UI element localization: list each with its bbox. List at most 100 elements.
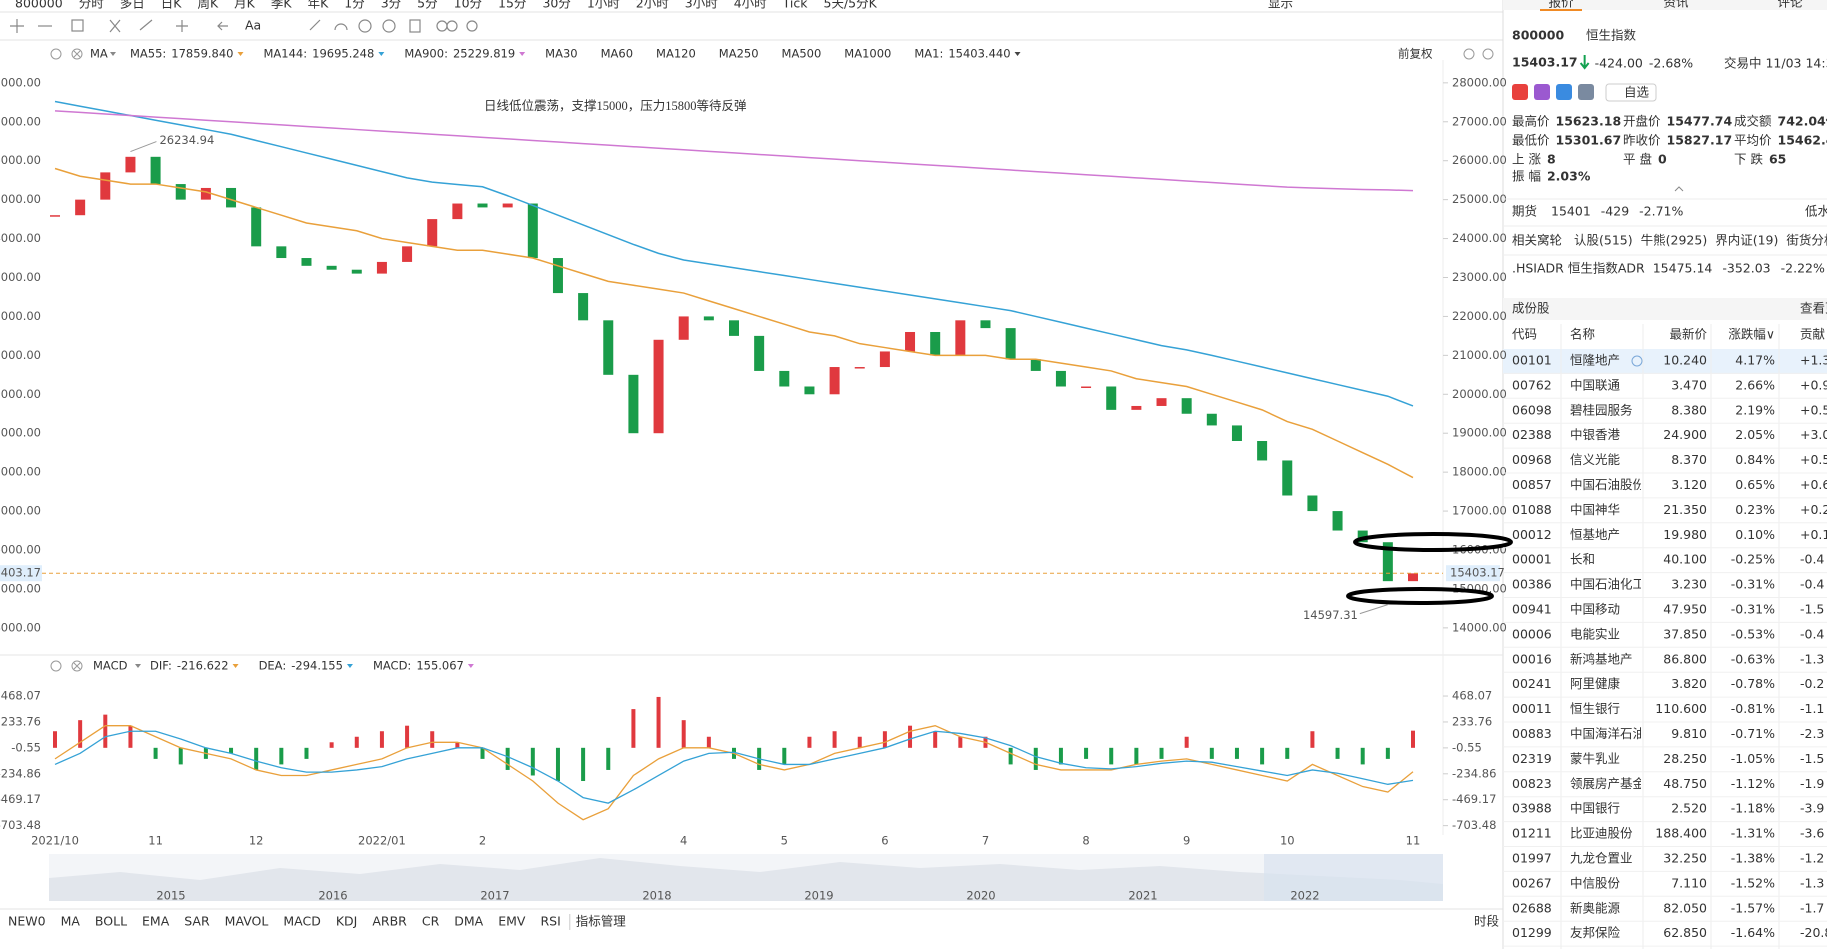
legend-name: MA900:	[404, 47, 448, 61]
candle	[729, 320, 739, 336]
x-tick-label: 5	[781, 834, 788, 848]
macd-bar	[1285, 747, 1290, 759]
toolbar-tab[interactable]: 1小时	[587, 0, 620, 11]
toolbar-tab[interactable]: 15分	[498, 0, 526, 11]
adjust-toggle[interactable]: 前复权	[1398, 47, 1433, 61]
macd-bar	[279, 747, 284, 765]
candle	[150, 156, 161, 185]
panel-tab[interactable]: 资讯	[1663, 0, 1689, 10]
x-tick-label: 2	[479, 834, 486, 848]
x-tick-label: 11	[1406, 834, 1421, 848]
collapse-caret	[1674, 186, 1684, 192]
legend-caret	[467, 664, 474, 668]
toolbar-tab[interactable]: 年K	[308, 0, 330, 11]
overview-year: 2020	[966, 889, 995, 903]
panel-tab[interactable]: 评论	[1777, 0, 1803, 10]
indicator-tab[interactable]: 指标管理	[576, 914, 627, 929]
indicator-tab[interactable]: MA	[61, 914, 81, 929]
table-cell: 3.820	[1671, 676, 1707, 691]
table-cell: -1.38%	[1731, 851, 1775, 866]
candle	[930, 331, 941, 356]
toolbar-tab[interactable]: 分时	[79, 0, 105, 11]
toolbar-tab[interactable]: 季K	[271, 0, 293, 11]
indicator-tab[interactable]: EMV	[498, 914, 526, 929]
toolbar-tab[interactable]: 4小时	[734, 0, 767, 11]
toolbar-tab[interactable]: 日K	[161, 0, 183, 11]
indicator-tab[interactable]: NEW0	[8, 914, 46, 929]
table-cell: 00011	[1512, 701, 1552, 716]
indicator-tab[interactable]: BOLL	[95, 914, 127, 929]
info-text: 恒生指数ADR	[1568, 261, 1645, 276]
table-cell: -1.18%	[1731, 801, 1775, 816]
table-cell: 比亚迪股份	[1570, 826, 1633, 841]
legend-name: MA1:	[914, 47, 943, 61]
macd-bar	[882, 731, 887, 748]
indicator-tab[interactable]: CR	[422, 914, 440, 929]
y-tick-label-left: 27000.00	[0, 114, 41, 128]
legend-name: MA500	[782, 47, 822, 61]
macd-bar	[354, 736, 359, 748]
indicator-tab[interactable]: DMA	[454, 914, 483, 929]
stat-value: 15827.17	[1667, 133, 1733, 148]
toolbar-tab[interactable]: 5分	[417, 0, 437, 11]
toolbar-tab[interactable]: 多日	[120, 0, 145, 11]
indicator-tab[interactable]: EMA	[142, 914, 170, 929]
info-text: 15401	[1551, 204, 1591, 219]
display-menu[interactable]: 显示	[1268, 0, 1293, 11]
candle	[879, 351, 890, 368]
candle	[578, 293, 589, 321]
candle	[1357, 530, 1368, 543]
indicator-tab[interactable]: ARBR	[372, 914, 407, 929]
table-cell: +0.5	[1800, 402, 1827, 417]
indicator-tab[interactable]: SAR	[184, 914, 210, 929]
info-text: 认股(515)	[1574, 233, 1633, 248]
macd-bar	[1385, 747, 1390, 759]
toolbar-tab[interactable]: 2小时	[636, 0, 669, 11]
drawing-tools[interactable]	[10, 19, 478, 33]
watch-button[interactable]	[1605, 83, 1657, 102]
candle	[1106, 386, 1117, 410]
toolbar-tab[interactable]: 3小时	[685, 0, 718, 11]
watch-label[interactable]: 自选	[1624, 85, 1650, 100]
table-cell: +0.1	[1800, 527, 1827, 542]
settings-icons[interactable]	[50, 48, 1494, 672]
panel-tab[interactable]: 报价	[1548, 0, 1574, 10]
toolbar-tab[interactable]: 30分	[542, 0, 570, 11]
font-tool[interactable]: Aa	[245, 18, 261, 33]
table-cell: 02319	[1512, 751, 1552, 766]
legend-name: MA250	[719, 47, 759, 61]
table-cell: 62.850	[1663, 925, 1707, 940]
table-cell: 0.84%	[1735, 452, 1775, 467]
macd-bar	[832, 731, 837, 748]
table-cell: 新奥能源	[1570, 900, 1621, 915]
overview-window[interactable]	[1264, 854, 1443, 901]
macd-bar	[78, 720, 83, 748]
candle	[678, 316, 689, 340]
indicator-tab[interactable]: KDJ	[336, 914, 358, 929]
toolbar-tab[interactable]: 周K	[197, 0, 219, 11]
table-cell: 领展房产基金	[1570, 776, 1646, 791]
session-toggle[interactable]: 时段	[1474, 914, 1499, 929]
toolbar-tab[interactable]: Tick	[782, 0, 809, 11]
more-link[interactable]: 查看更多	[1800, 301, 1827, 316]
low-leader	[1359, 604, 1389, 615]
toolbar-tab[interactable]: 10分	[454, 0, 482, 11]
y-tick-label-left: 28000.00	[0, 75, 41, 89]
toolbar-tab[interactable]: 月K	[234, 0, 256, 11]
toolbar-tab[interactable]: 3分	[381, 0, 401, 11]
toolbar-tab[interactable]: 1分	[344, 0, 364, 11]
y-tick-label: 26000.00	[1452, 153, 1507, 167]
macd-bar	[455, 742, 460, 748]
indicator-tab[interactable]: RSI	[540, 914, 560, 929]
table-cell: 02388	[1512, 427, 1552, 442]
table-cell: +0.2	[1800, 502, 1827, 517]
macd-bar	[1260, 747, 1265, 765]
legend-caret	[346, 664, 353, 668]
indicator-tab[interactable]: MAVOL	[225, 914, 269, 929]
toolbar-tab[interactable]: 800000	[15, 0, 63, 11]
info-text: -352.03	[1722, 261, 1770, 276]
toolbar-tab[interactable]: 5天/5分K	[824, 0, 878, 11]
indicator-tab[interactable]: MACD	[283, 914, 320, 929]
overview-year: 2016	[318, 889, 347, 903]
quote-change: -424.00	[1595, 56, 1643, 71]
